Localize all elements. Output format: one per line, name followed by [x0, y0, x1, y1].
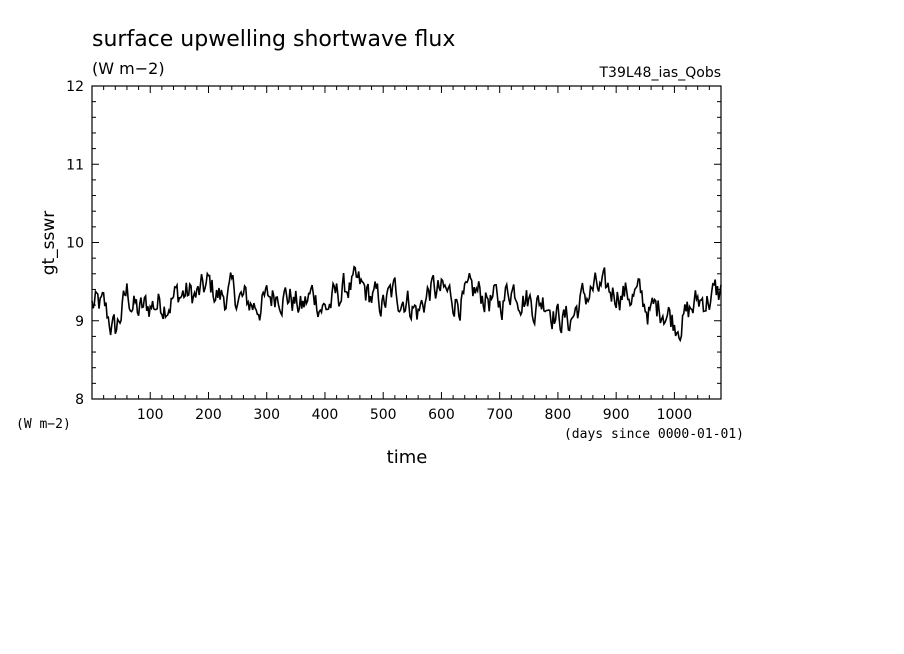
x-tick-label: 900 — [603, 407, 630, 423]
chart-title: surface upwelling shortwave flux — [92, 27, 455, 52]
series-line-gt-sswr — [91, 265, 722, 343]
y-axis-label: gt_sswr — [39, 211, 59, 276]
x-axis-ticks — [103, 86, 710, 399]
y-tick-label: 10 — [66, 236, 84, 252]
x-axis-label: time — [387, 447, 428, 468]
x-tick-label: 200 — [195, 407, 222, 423]
y-tick-label: 11 — [66, 157, 84, 173]
y-tick-label: 12 — [66, 79, 84, 95]
x-tick-label: 800 — [545, 407, 572, 423]
x-tick-label: 500 — [370, 407, 397, 423]
run-label: T39L48_ias_Qobs — [598, 65, 721, 81]
y-axis-unit: (W m−2) — [16, 417, 71, 432]
x-tick-label: 1000 — [657, 407, 693, 423]
plot-frame — [91, 85, 722, 400]
x-axis-unit: (days since 0000-01-01) — [564, 427, 744, 442]
x-axis-tick-labels: 100 200 300 400 500 600 700 800 900 1000 — [137, 407, 692, 423]
y-axis-ticks — [92, 101, 721, 384]
x-tick-label: 100 — [137, 407, 164, 423]
x-tick-label: 400 — [312, 407, 339, 423]
x-tick-label: 600 — [428, 407, 455, 423]
x-tick-label: 300 — [253, 407, 280, 423]
y-tick-label: 8 — [75, 392, 84, 408]
y-axis-tick-labels: 8 9 10 11 12 — [66, 79, 84, 408]
chart-subtitle-unit: (W m−2) — [92, 59, 165, 78]
y-tick-label: 9 — [75, 314, 84, 330]
x-tick-label: 700 — [486, 407, 513, 423]
